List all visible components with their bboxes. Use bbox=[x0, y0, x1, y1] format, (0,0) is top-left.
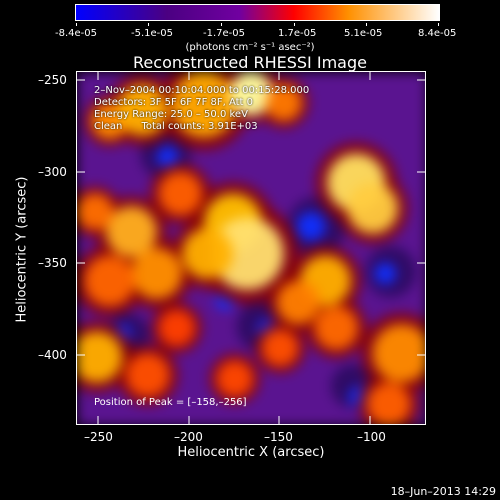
image-title: Reconstructed RHESSI Image bbox=[133, 53, 367, 72]
x-tick-100: –100 bbox=[357, 430, 386, 444]
image-blob bbox=[158, 309, 195, 347]
colorbar bbox=[75, 4, 440, 26]
image-blob bbox=[372, 324, 425, 383]
x-axis-label: Heliocentric X (arcsec) bbox=[177, 445, 325, 460]
image-blob bbox=[367, 382, 411, 424]
peak-position: Position of Peak = [–158,–256] bbox=[94, 397, 247, 408]
info-time: 2–Nov–2004 00:10:04.000 to 00:15:28.000 bbox=[94, 85, 310, 96]
plot-area bbox=[76, 71, 426, 425]
image-blob bbox=[125, 353, 170, 397]
x-tick-200: –200 bbox=[174, 430, 203, 444]
image-blob bbox=[211, 217, 284, 290]
x-tick-150: –150 bbox=[264, 430, 293, 444]
image-negative-region bbox=[374, 262, 397, 285]
image-blob bbox=[106, 206, 157, 258]
reconstructed-image bbox=[77, 72, 425, 424]
image-blob bbox=[229, 72, 273, 116]
y-tick-350: –350 bbox=[38, 256, 67, 270]
colorbar-label-1: -5.1e-05 bbox=[131, 28, 173, 39]
info-counts: Clean Total counts: 3.91E+03 bbox=[94, 121, 258, 132]
image-blob bbox=[314, 306, 359, 350]
image-blob bbox=[265, 84, 302, 121]
image-blob bbox=[131, 248, 183, 299]
image-blob bbox=[261, 329, 299, 367]
image-blob bbox=[171, 72, 237, 138]
colorbar-label-5: 8.4e-05 bbox=[418, 28, 457, 39]
colorbar-label-2: -1.7e-05 bbox=[203, 28, 245, 39]
image-negative-region bbox=[296, 211, 326, 241]
image-negative-region bbox=[156, 146, 179, 169]
image-blob bbox=[216, 360, 253, 397]
image-blob bbox=[182, 228, 233, 279]
image-blob bbox=[158, 171, 203, 216]
colorbar-label-3: 1.7e-05 bbox=[278, 28, 317, 39]
colorbar-units: (photons cm⁻² s⁻¹ asec⁻²) bbox=[185, 42, 315, 53]
y-tick-400: –400 bbox=[38, 348, 67, 362]
colorbar-label-0: -8.4e-05 bbox=[55, 28, 97, 39]
x-tick-250: –250 bbox=[84, 430, 113, 444]
image-blob bbox=[347, 182, 398, 234]
colorbar-label-4: 5.1e-05 bbox=[344, 28, 383, 39]
image-blob bbox=[77, 193, 114, 230]
image-blob bbox=[77, 331, 123, 383]
y-tick-250: –250 bbox=[38, 73, 67, 87]
y-tick-300: –300 bbox=[38, 165, 67, 179]
image-blob bbox=[276, 280, 321, 325]
image-blob bbox=[84, 255, 136, 307]
date-stamp: 18–Jun–2013 14:29 bbox=[390, 485, 496, 498]
y-axis-label: Heliocentric Y (arcsec) bbox=[14, 176, 30, 323]
info-detectors: Detectors: 3F 5F 6F 7F 8F, Att 0 bbox=[94, 97, 254, 108]
image-blob bbox=[116, 84, 168, 136]
info-energy: Energy Range: 25.0 – 50.0 keV bbox=[94, 109, 248, 120]
